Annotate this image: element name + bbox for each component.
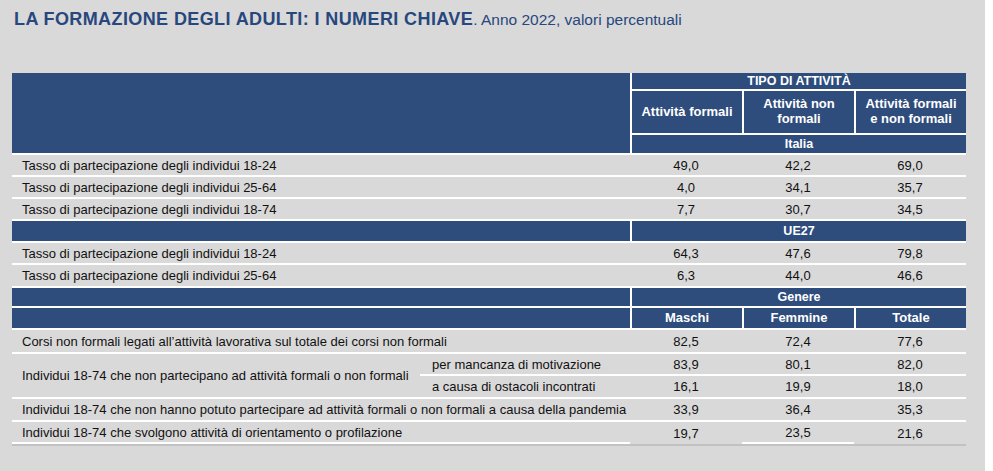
cell-value: 64,3 [630, 243, 742, 265]
cell-value: 35,7 [854, 177, 966, 199]
cell-value: 4,0 [630, 177, 742, 199]
row-label: Tasso di partecipazione degli individui … [12, 177, 630, 199]
statistics-table: TIPO DI ATTIVITÀ Attività formali Attivi… [12, 73, 966, 444]
cell-value: 23,5 [742, 422, 854, 444]
column-header-attivita-non-formali: Attività non formali [742, 91, 854, 135]
cell-value: 79,8 [854, 243, 966, 265]
section-header-italia: Italia [630, 135, 966, 155]
cell-value: 34,5 [854, 199, 966, 221]
cell-value: 30,7 [742, 199, 854, 221]
column-header-totale: Totale [854, 308, 966, 330]
cell-value: 83,9 [630, 354, 742, 376]
genere-header-spacer [12, 308, 630, 330]
column-group-header: TIPO DI ATTIVITÀ [630, 73, 966, 91]
cell-value: 46,6 [854, 265, 966, 288]
cell-value: 82,0 [854, 354, 966, 376]
cell-value: 19,9 [742, 376, 854, 399]
cell-value: 77,6 [854, 330, 966, 354]
cell-value: 21,6 [854, 422, 966, 444]
cell-value: 49,0 [630, 155, 742, 177]
cell-value: 44,0 [742, 265, 854, 288]
table-header-corner [12, 73, 630, 155]
row-label: Individui 18-74 che non hanno potuto par… [12, 399, 630, 422]
cell-value: 34,1 [742, 177, 854, 199]
column-header-attivita-formali-e-non-formali: Attività formali e non formali [854, 91, 966, 135]
title-main: LA FORMAZIONE DEGLI ADULTI: I NUMERI CHI… [14, 9, 473, 29]
column-header-femmine: Femmine [742, 308, 854, 330]
cell-value: 7,7 [630, 199, 742, 221]
cell-value: 16,1 [630, 376, 742, 399]
page-title: LA FORMAZIONE DEGLI ADULTI: I NUMERI CHI… [14, 9, 974, 30]
column-header-maschi: Maschi [630, 308, 742, 330]
row-label: Tasso di partecipazione degli individui … [12, 243, 630, 265]
cell-value: 47,6 [742, 243, 854, 265]
cell-value: 72,4 [742, 330, 854, 354]
cell-value: 6,3 [630, 265, 742, 288]
sub-row-label: per mancanza di motivazione [420, 354, 630, 376]
table-bottom-border [12, 444, 966, 446]
sub-row-label: a causa di ostacoli incontrati [420, 376, 630, 399]
cell-value: 35,3 [854, 399, 966, 422]
title-subtitle: . Anno 2022, valori percentuali [473, 11, 682, 28]
section-spacer-ue27 [12, 221, 630, 243]
row-label-multirow: Individui 18-74 che non partecipano ad a… [12, 354, 420, 399]
cell-value: 42,2 [742, 155, 854, 177]
cell-value: 36,4 [742, 399, 854, 422]
section-spacer-genere [12, 288, 630, 308]
cell-value: 80,1 [742, 354, 854, 376]
cell-value: 82,5 [630, 330, 742, 354]
cell-value: 18,0 [854, 376, 966, 399]
row-label: Corsi non formali legati all’attività la… [12, 330, 630, 354]
row-label: Tasso di partecipazione degli individui … [12, 265, 630, 288]
section-header-genere: Genere [630, 288, 966, 308]
section-header-ue27: UE27 [630, 221, 966, 243]
cell-value: 33,9 [630, 399, 742, 422]
cell-value: 19,7 [630, 422, 742, 444]
cell-value: 69,0 [854, 155, 966, 177]
column-header-attivita-formali: Attività formali [630, 91, 742, 135]
row-label: Tasso di partecipazione degli individui … [12, 199, 630, 221]
page-background: LA FORMAZIONE DEGLI ADULTI: I NUMERI CHI… [0, 0, 985, 471]
row-label: Individui 18-74 che svolgono attività di… [12, 422, 630, 444]
row-label: Tasso di partecipazione degli individui … [12, 155, 630, 177]
